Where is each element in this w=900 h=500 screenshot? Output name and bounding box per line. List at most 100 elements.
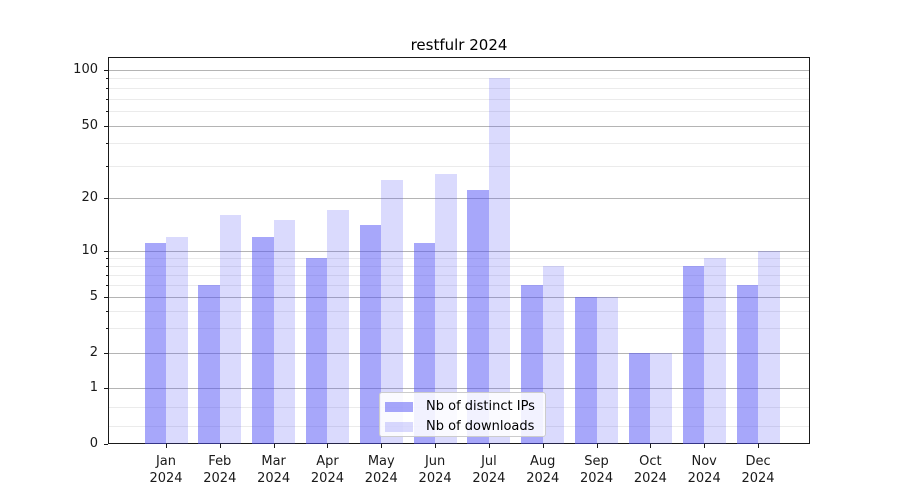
y-minortick-40 <box>106 143 108 145</box>
y-tick-label-100: 100 <box>73 62 98 77</box>
bar-downloads-Nov <box>704 257 726 444</box>
y-minortick-60 <box>106 111 108 113</box>
chart-title: restfulr 2024 <box>410 36 508 54</box>
y-tick-20 <box>104 198 108 199</box>
major-gridline-20 <box>109 198 809 199</box>
minor-gridline-90 <box>109 78 809 80</box>
major-gridline-2 <box>109 353 809 354</box>
y-tick-label-20: 20 <box>81 190 98 205</box>
minor-gridline-60 <box>109 111 809 113</box>
x-tick-label-Aug: Aug 2024 <box>526 454 560 486</box>
x-tick-May <box>381 444 383 448</box>
x-tick-label-Mar: Mar 2024 <box>257 454 291 486</box>
major-gridline-10 <box>109 250 809 252</box>
minor-gridline-3 <box>109 328 809 330</box>
minor-gridline-80 <box>109 87 809 89</box>
bar-downloads-Feb <box>219 214 242 444</box>
x-tick-label-Oct: Oct 2024 <box>633 454 667 486</box>
minor-gridline-8 <box>109 265 809 267</box>
x-tick-label-Nov: Nov 2024 <box>687 454 721 486</box>
y-minortick-70 <box>106 98 108 100</box>
y-tick-100 <box>104 70 108 71</box>
y-tick-1 <box>104 388 108 389</box>
y-minortick-9 <box>106 257 108 259</box>
y-tick-10 <box>104 250 108 252</box>
minor-gridline-6 <box>109 285 809 287</box>
minor-gridline-9 <box>109 257 809 259</box>
bar-downloads-Oct <box>650 353 672 444</box>
bar-downloads-Jan <box>166 236 188 444</box>
bar-ips-Dec <box>736 285 759 444</box>
x-tick-Oct <box>650 444 652 448</box>
bar-ips-Sep <box>575 297 597 444</box>
x-tick-Sep <box>596 444 598 448</box>
x-tick-label-Apr: Apr 2024 <box>310 454 344 486</box>
x-tick-label-Sep: Sep 2024 <box>580 454 614 486</box>
x-tick-Jun <box>435 444 437 448</box>
bar-downloads-Mar <box>273 219 296 444</box>
x-tick-Feb <box>219 444 221 448</box>
x-tick-Jan <box>166 444 167 448</box>
bar-downloads-Sep <box>596 297 619 444</box>
bar-downloads-May <box>381 180 403 444</box>
x-tick-label-Feb: Feb 2024 <box>203 454 237 486</box>
bar-downloads-Apr <box>327 210 349 444</box>
bar-ips-May <box>359 225 382 444</box>
minor-gridline-40 <box>109 143 809 145</box>
x-tick-Mar <box>273 444 275 448</box>
y-minortick-4 <box>106 310 108 312</box>
x-tick-Jul <box>488 444 490 448</box>
major-gridline-50 <box>109 125 809 127</box>
legend-label-distinct-ips: Nb of distinct IPs <box>426 399 535 414</box>
legend-swatch-downloads <box>385 421 413 432</box>
bar-ips-Jan <box>144 243 166 444</box>
y-minortick-3 <box>106 328 108 330</box>
y-tick-label-50: 50 <box>81 117 98 133</box>
legend-item-downloads: Nb of downloads <box>385 418 545 435</box>
bar-downloads-Dec <box>758 250 780 444</box>
x-tick-label-Jan: Jan 2024 <box>149 454 183 486</box>
plot-area <box>108 57 810 444</box>
x-tick-Aug <box>542 444 544 448</box>
x-tick-Apr <box>327 444 329 448</box>
y-minortick-90 <box>106 78 108 80</box>
major-gridline-100 <box>109 70 809 71</box>
minor-gridline-7 <box>109 274 809 276</box>
minor-gridline-30 <box>109 166 809 167</box>
y-tick-5 <box>104 297 108 299</box>
x-tick-label-Dec: Dec 2024 <box>741 454 775 486</box>
y-tick-label-1: 1 <box>89 380 98 395</box>
bar-ips-Apr <box>305 257 328 444</box>
legend: Nb of distinct IPs Nb of downloads <box>379 392 546 437</box>
bar-ips-Oct <box>628 353 651 444</box>
y-minortick-6 <box>106 285 108 287</box>
major-gridline-5 <box>109 297 809 299</box>
x-tick-label-May: May 2024 <box>364 454 398 486</box>
y-tick-label-2: 2 <box>89 345 98 360</box>
bar-downloads-Aug <box>542 265 565 444</box>
x-tick-Nov <box>704 444 706 448</box>
y-tick-label-5: 5 <box>89 289 98 305</box>
x-tick-label-Jun: Jun 2024 <box>418 454 452 486</box>
bar-downloads-Jul <box>488 78 511 444</box>
minor-gridline-70 <box>109 98 809 100</box>
legend-label-downloads: Nb of downloads <box>426 419 535 434</box>
bar-ips-Jul <box>467 190 489 444</box>
y-tick-50 <box>104 125 108 127</box>
y-tick-label-10: 10 <box>81 242 98 258</box>
y-minortick-7 <box>106 274 108 276</box>
y-minortick-30 <box>106 166 108 167</box>
y-minortick-80 <box>106 87 108 89</box>
y-tick-2 <box>104 353 108 354</box>
bar-ips-Nov <box>682 265 705 444</box>
y-tick-0 <box>104 444 108 445</box>
y-tick-label-0: 0 <box>89 436 98 451</box>
bar-downloads-Jun <box>435 174 457 444</box>
bar-ips-Mar <box>252 236 274 444</box>
bar-ips-Feb <box>198 285 220 444</box>
legend-swatch-distinct-ips <box>385 401 413 412</box>
y-minortick-8 <box>106 265 108 267</box>
x-tick-Dec <box>758 444 760 448</box>
legend-item-distinct-ips: Nb of distinct IPs <box>385 398 545 415</box>
